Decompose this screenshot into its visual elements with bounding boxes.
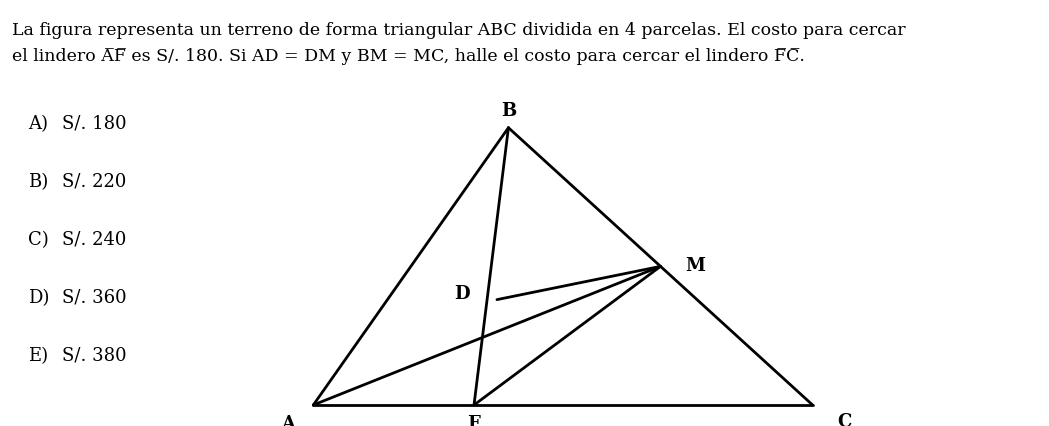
Text: S/. 180: S/. 180	[62, 115, 127, 133]
Text: el lindero A̅F̅ es S/. 180. Si AD = DM y BM = MC, halle el costo para cercar el : el lindero A̅F̅ es S/. 180. Si AD = DM y…	[12, 48, 805, 65]
Text: M: M	[685, 257, 705, 275]
Text: B: B	[500, 102, 516, 120]
Text: C): C)	[28, 231, 48, 249]
Text: E): E)	[28, 347, 48, 365]
Text: C: C	[837, 413, 852, 426]
Text: D): D)	[28, 289, 49, 307]
Text: A: A	[281, 415, 295, 426]
Text: D: D	[454, 285, 470, 303]
Text: S/. 220: S/. 220	[62, 173, 126, 191]
Text: La figura representa un terreno de forma triangular ABC dividida en 4 parcelas. : La figura representa un terreno de forma…	[12, 22, 905, 39]
Text: S/. 380: S/. 380	[62, 347, 127, 365]
Text: S/. 240: S/. 240	[62, 231, 126, 249]
Text: F: F	[468, 415, 480, 426]
Text: S/. 360: S/. 360	[62, 289, 127, 307]
Text: B): B)	[28, 173, 48, 191]
Text: A): A)	[28, 115, 48, 133]
